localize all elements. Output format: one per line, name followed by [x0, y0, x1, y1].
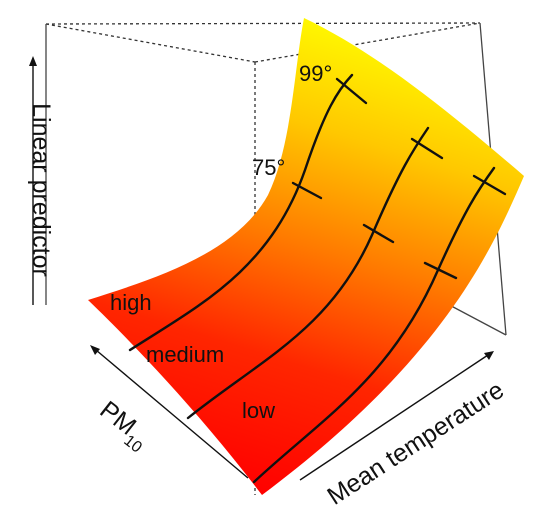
curve-high: [128, 73, 354, 352]
curve-medium: [186, 126, 430, 420]
box-top-right-edge: [45, 23, 256, 63]
predictor-curves: [128, 73, 496, 484]
z-axis-label: Linear predictor: [27, 103, 55, 277]
series-label-high: high: [110, 290, 152, 315]
series-label-medium: medium: [146, 342, 224, 367]
pm-axis: [90, 345, 249, 479]
marker-label-99: 99°: [299, 61, 332, 86]
percentile-ticks: [291, 77, 507, 280]
response-surface: [88, 18, 524, 495]
series-label-low: low: [242, 398, 275, 423]
tick-high-75: [291, 181, 323, 200]
pm-axis-line: [95, 349, 249, 479]
tick-high-99: [335, 77, 368, 105]
z-axis-arrowhead: [29, 56, 37, 66]
temperature-axis: [299, 351, 494, 481]
curve-low: [252, 166, 496, 484]
pm-axis-arrowhead: [90, 345, 100, 355]
tick-medium-99: [410, 137, 444, 160]
temperature-axis-arrowhead: [484, 351, 494, 360]
pm-axis-label: PM10: [91, 396, 156, 457]
tick-medium-75: [362, 223, 395, 244]
tick-low-75: [423, 261, 458, 280]
tick-low-99: [472, 174, 507, 196]
box-top-front-edge: [254, 22, 481, 63]
z-axis: [29, 56, 37, 305]
marker-label-75: 75°: [252, 155, 285, 180]
temperature-axis-line: [299, 354, 489, 481]
box-top-back-edge: [45, 22, 481, 25]
